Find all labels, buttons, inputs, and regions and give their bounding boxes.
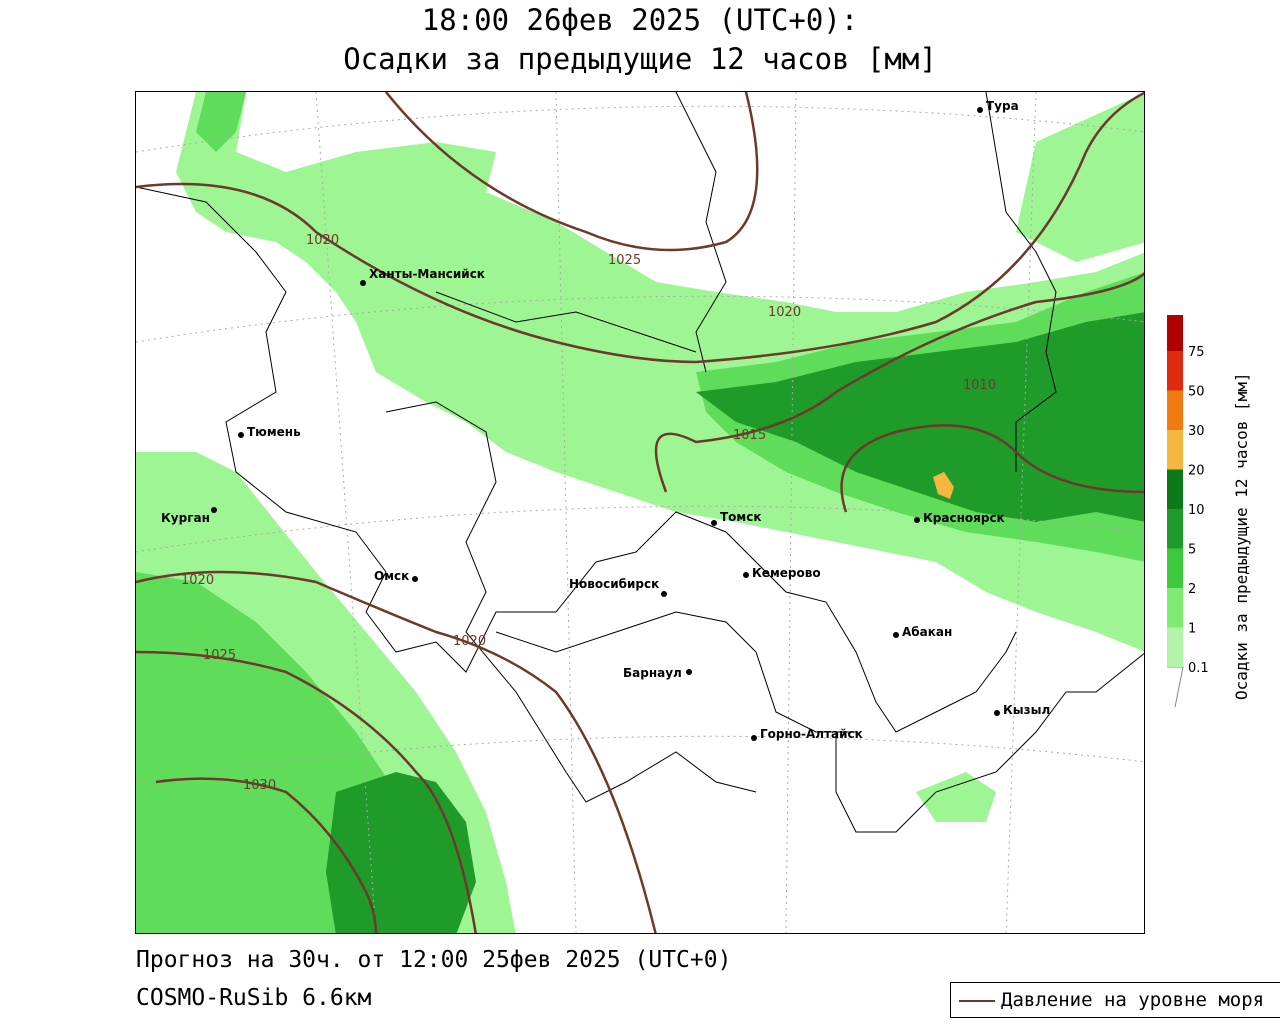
region-borders bbox=[136, 92, 1144, 833]
map-title-time: 18:00 26фев 2025 (UTC+0): bbox=[421, 3, 859, 37]
colorbar-segment bbox=[1167, 390, 1183, 430]
city-label: Горно-Алтайск bbox=[760, 727, 863, 741]
isobar-label: 1020 bbox=[181, 573, 214, 588]
isobar-label: 1025 bbox=[608, 253, 641, 268]
colorbar-tick-label: 75 bbox=[1188, 345, 1205, 360]
colorbar-tick-label: 2 bbox=[1188, 582, 1196, 597]
city-tomsk: Томск bbox=[711, 510, 762, 526]
isobar-legend-line bbox=[959, 1000, 995, 1002]
city-omsk: Омск bbox=[374, 569, 418, 583]
colorbar-bottom-arrow bbox=[1167, 666, 1184, 708]
city-gorno-altaysk: Горно-Алтайск bbox=[751, 727, 863, 741]
city-label: Тура bbox=[986, 99, 1019, 113]
isobar-label: 1020 bbox=[453, 634, 486, 649]
city-kurgan: Курган bbox=[161, 507, 217, 525]
colorbar-segment bbox=[1167, 315, 1183, 351]
precip-field-dark bbox=[326, 312, 1144, 933]
precip-field-orange bbox=[933, 472, 954, 499]
isobar-label: 1010 bbox=[963, 378, 996, 393]
isobars bbox=[136, 92, 1144, 933]
isobar-label: 1015 bbox=[733, 428, 766, 443]
city-label: Красноярск bbox=[923, 511, 1005, 525]
colorbar-tick-label: 20 bbox=[1188, 464, 1205, 479]
city-label: Кызыл bbox=[1003, 703, 1050, 717]
colorbar-segment bbox=[1167, 469, 1183, 509]
isobar-legend-label: Давление на уровне моря bbox=[1001, 989, 1265, 1011]
city-kemerovo: Кемерово bbox=[743, 566, 821, 580]
city-barnaul: Барнаул bbox=[623, 666, 692, 680]
city-novosibirsk: Новосибирск bbox=[569, 577, 667, 597]
isobar-label: 1020 bbox=[306, 233, 339, 248]
city-tyumen: Тюмень bbox=[238, 425, 301, 439]
city-khanty-mansiysk: Ханты-Мансийск bbox=[360, 267, 485, 286]
isobar-labels: 1020 1025 1020 1010 1015 1020 1025 1020 … bbox=[181, 233, 996, 793]
city-krasnoyarsk: Красноярск bbox=[914, 511, 1005, 525]
isobar-label: 1020 bbox=[768, 305, 801, 320]
city-tura: Тура bbox=[977, 99, 1019, 113]
colorbar-segment bbox=[1167, 548, 1183, 588]
city-label: Томск bbox=[720, 510, 762, 524]
city-label: Курган bbox=[161, 511, 210, 525]
graticule bbox=[136, 92, 1144, 933]
city-kyzyl: Кызыл bbox=[994, 703, 1050, 717]
city-label: Абакан bbox=[902, 625, 952, 639]
precipitation-map: 1020 1025 1020 1010 1015 1020 1025 1020 … bbox=[135, 91, 1145, 934]
colorbar-tick-label: 1 bbox=[1188, 622, 1196, 637]
colorbar-tick-label: 0.1 bbox=[1188, 661, 1209, 676]
colorbar-tick-label: 5 bbox=[1188, 543, 1196, 558]
colorbar-title: Осадки за предыдущие 12 часов [мм] bbox=[1232, 372, 1251, 700]
precipitation-colorbar: 0.1 1 2 5 10 20 30 50 75 bbox=[1167, 315, 1209, 708]
colorbar-tick-label: 30 bbox=[1188, 424, 1205, 439]
isobar-legend: Давление на уровне моря bbox=[950, 982, 1280, 1018]
colorbar-segment bbox=[1167, 351, 1183, 391]
city-label: Тюмень bbox=[247, 425, 301, 439]
colorbar-segment bbox=[1167, 430, 1183, 470]
city-abakan: Абакан bbox=[893, 625, 952, 639]
city-label: Барнаул bbox=[623, 666, 682, 680]
colorbar-segment bbox=[1167, 588, 1183, 628]
model-name: COSMO-RuSib 6.6км bbox=[136, 985, 372, 1011]
colorbar-segment bbox=[1167, 627, 1183, 667]
cities: Тура Ханты-Мансийск Тюмень Курган Омск Н… bbox=[161, 99, 1050, 741]
city-label: Ханты-Мансийск bbox=[369, 267, 485, 281]
map-title-variable: Осадки за предыдущие 12 часов [мм] bbox=[343, 42, 937, 76]
city-label: Новосибирск bbox=[569, 577, 659, 591]
colorbar-tick-label: 10 bbox=[1188, 503, 1205, 518]
isobar-label: 1025 bbox=[203, 648, 236, 663]
isobar-label: 1030 bbox=[243, 778, 276, 793]
city-label: Омск bbox=[374, 569, 409, 583]
colorbar-tick-label: 50 bbox=[1188, 385, 1205, 400]
city-label: Кемерово bbox=[752, 566, 821, 580]
colorbar-segment bbox=[1167, 509, 1183, 549]
forecast-info: Прогноз на 30ч. от 12:00 25фев 2025 (UTC… bbox=[136, 947, 732, 973]
